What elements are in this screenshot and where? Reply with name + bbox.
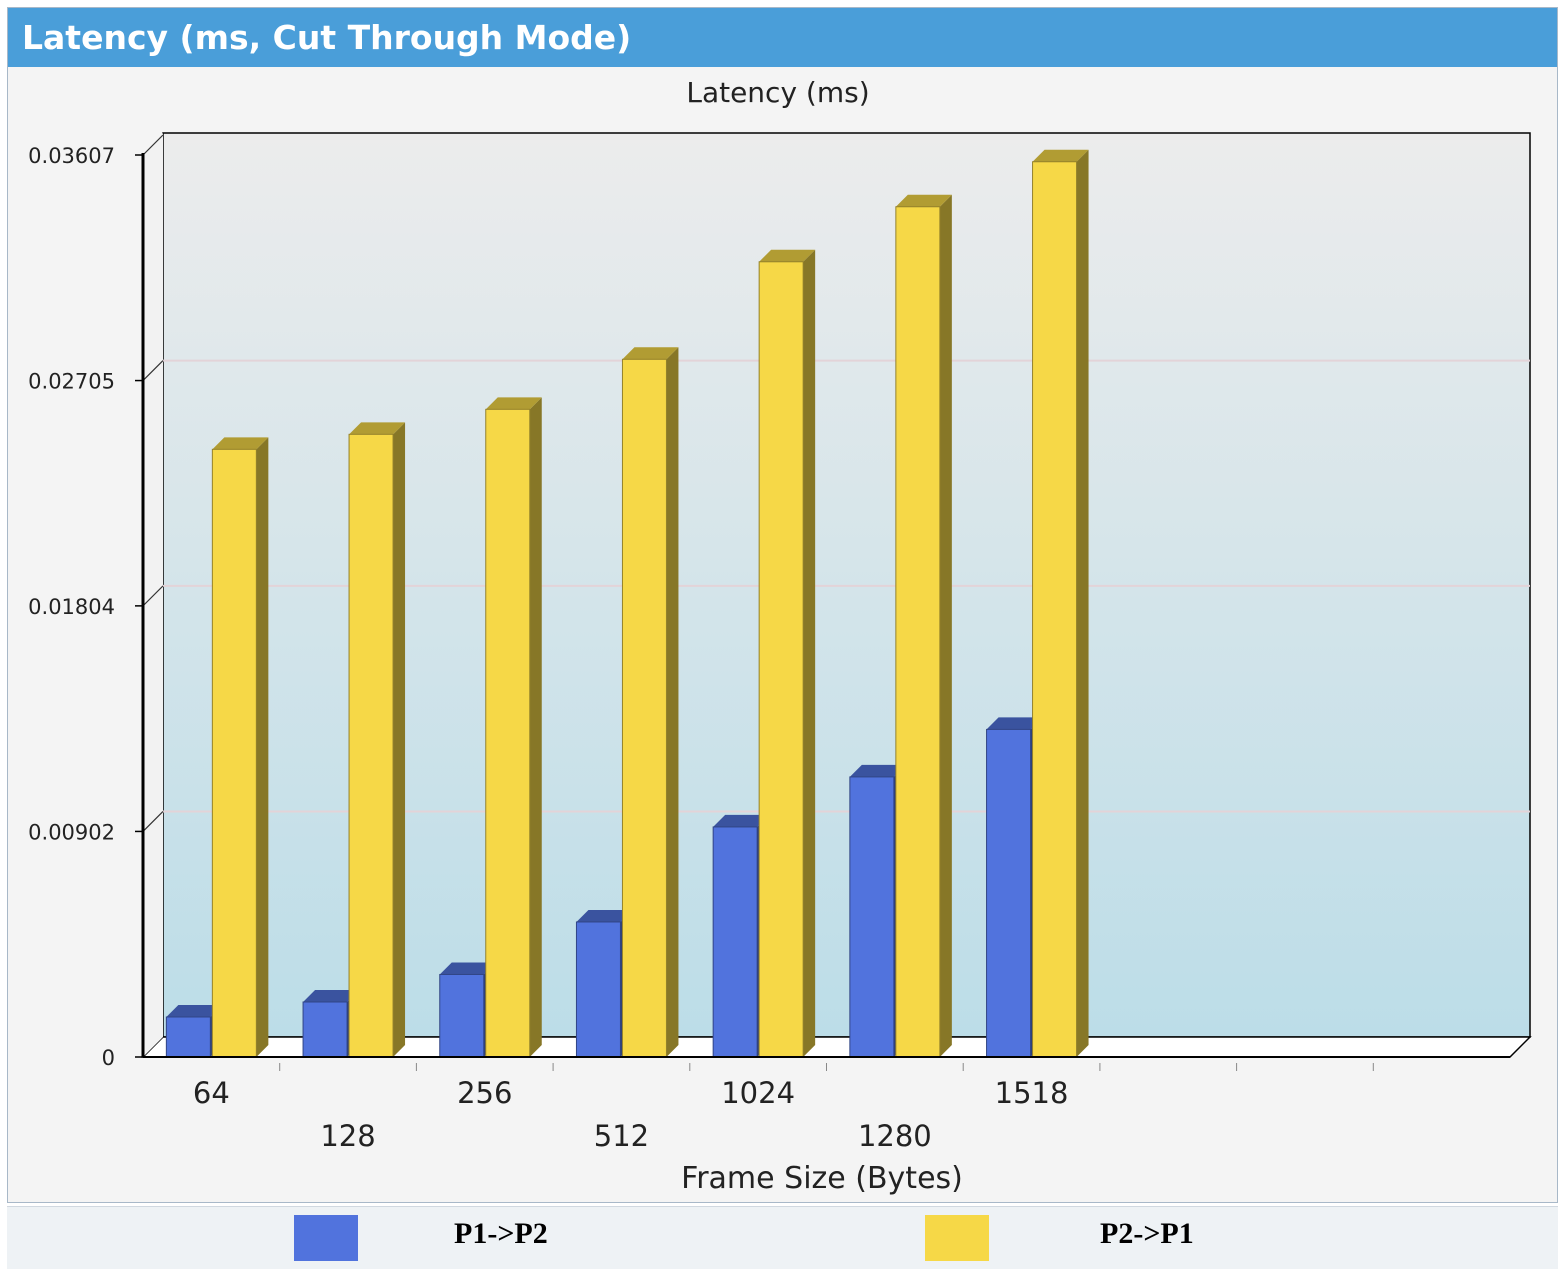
x-tick-label: 1024 bbox=[721, 1076, 795, 1110]
bar-p2-p1 bbox=[485, 397, 542, 1058]
bar-front bbox=[165, 1016, 211, 1058]
bar-top bbox=[986, 717, 1043, 730]
legend-swatch-p1-p2 bbox=[294, 1215, 358, 1261]
bar-top bbox=[576, 909, 633, 922]
bar-front bbox=[986, 728, 1032, 1058]
bar-side bbox=[803, 249, 816, 1057]
y-tick-label: 0.03607 bbox=[28, 144, 115, 168]
bar-chart: 0 0.00902 0.01804 0.02705 0.03607 64 128 256 512… bbox=[28, 76, 1532, 1196]
bar-top bbox=[713, 814, 770, 827]
bar-side bbox=[256, 437, 269, 1058]
bar-top bbox=[849, 764, 906, 777]
bar-p2-p1 bbox=[348, 422, 406, 1058]
bar-side bbox=[1076, 149, 1089, 1057]
bar-side bbox=[393, 422, 406, 1058]
y-tick-label: 0 bbox=[102, 1046, 115, 1070]
bar-p2-p1 bbox=[211, 437, 269, 1058]
plot-side-wall bbox=[143, 133, 163, 1057]
x-tick-label: 512 bbox=[594, 1119, 649, 1153]
bar-front bbox=[758, 261, 804, 1058]
panel-title: Latency (ms, Cut Through Mode) bbox=[8, 8, 1557, 67]
bar-top bbox=[895, 194, 952, 207]
bar-top bbox=[759, 249, 816, 262]
bar-front bbox=[302, 1001, 348, 1058]
bar-side bbox=[666, 347, 679, 1057]
x-tick-label: 1518 bbox=[995, 1076, 1069, 1110]
bar-top bbox=[439, 962, 496, 975]
chart-title: Latency (ms) bbox=[686, 76, 869, 109]
axes: 0 0.00902 0.01804 0.02705 0.03607 64 128 256 512… bbox=[28, 144, 1510, 1153]
gridline-diagonal bbox=[142, 134, 164, 156]
x-tick-label: 64 bbox=[193, 1076, 230, 1110]
bar-front bbox=[849, 776, 895, 1058]
bar-p2-p1 bbox=[895, 194, 952, 1058]
x-tick-label: 1280 bbox=[858, 1119, 932, 1153]
bar-top bbox=[1032, 149, 1089, 162]
bar-front bbox=[621, 358, 667, 1058]
legend: P1->P2 P2->P1 bbox=[7, 1206, 1558, 1269]
bar-p2-p1 bbox=[1032, 149, 1089, 1058]
bar-front bbox=[895, 206, 941, 1058]
bar-front bbox=[439, 973, 485, 1058]
bar-front bbox=[485, 408, 531, 1058]
bar-top bbox=[303, 989, 360, 1002]
gridline-diagonal bbox=[142, 360, 164, 381]
bar-top bbox=[622, 347, 679, 360]
bar-p2-p1 bbox=[621, 347, 679, 1058]
x-tick-label: 128 bbox=[320, 1119, 375, 1153]
bar-top bbox=[485, 397, 542, 410]
legend-label-p2-p1: P2->P1 bbox=[1100, 1217, 1194, 1250]
bar-front bbox=[348, 433, 394, 1058]
bars bbox=[165, 149, 1089, 1058]
x-axis-label: Frame Size (Bytes) bbox=[681, 1161, 963, 1196]
legend-label-p1-p2: P1->P2 bbox=[454, 1217, 548, 1250]
bar-side bbox=[939, 194, 952, 1057]
bar-top bbox=[166, 1004, 223, 1017]
gridline-diagonal bbox=[142, 585, 164, 607]
legend-swatch-p2-p1 bbox=[925, 1215, 989, 1261]
bar-front bbox=[1032, 161, 1078, 1058]
y-tick-label: 0.01804 bbox=[28, 595, 115, 619]
y-tick-label: 0.02705 bbox=[28, 370, 115, 394]
bar-top bbox=[349, 422, 406, 435]
bar-front bbox=[575, 921, 621, 1058]
bar-front bbox=[712, 826, 758, 1058]
y-tick-label: 0.00902 bbox=[28, 820, 115, 844]
bar-front bbox=[211, 448, 257, 1058]
gridline-diagonal bbox=[142, 811, 164, 832]
bar-side bbox=[529, 397, 542, 1057]
bar-p2-p1 bbox=[758, 249, 816, 1058]
bar-top bbox=[212, 437, 269, 450]
x-tick-label: 256 bbox=[457, 1076, 512, 1110]
